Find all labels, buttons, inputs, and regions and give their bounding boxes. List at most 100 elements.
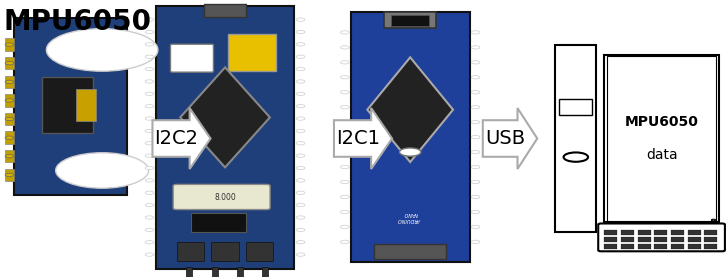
FancyBboxPatch shape xyxy=(5,132,14,144)
FancyBboxPatch shape xyxy=(245,242,274,261)
Circle shape xyxy=(296,179,305,182)
Circle shape xyxy=(296,92,305,96)
Circle shape xyxy=(145,253,154,256)
Circle shape xyxy=(340,120,349,124)
Circle shape xyxy=(296,228,305,232)
FancyBboxPatch shape xyxy=(688,237,701,242)
Circle shape xyxy=(340,135,349,139)
Circle shape xyxy=(145,92,154,96)
Circle shape xyxy=(340,61,349,64)
Circle shape xyxy=(471,165,480,169)
Circle shape xyxy=(296,104,305,108)
FancyBboxPatch shape xyxy=(621,237,634,242)
Circle shape xyxy=(5,80,14,83)
FancyBboxPatch shape xyxy=(190,213,245,232)
Text: MPU6050: MPU6050 xyxy=(624,115,698,129)
Circle shape xyxy=(340,91,349,94)
Text: I2C2: I2C2 xyxy=(154,129,198,148)
FancyBboxPatch shape xyxy=(262,267,268,277)
FancyBboxPatch shape xyxy=(671,244,684,249)
Circle shape xyxy=(5,61,14,65)
Circle shape xyxy=(296,117,305,120)
FancyBboxPatch shape xyxy=(704,244,717,249)
FancyBboxPatch shape xyxy=(604,230,617,235)
Circle shape xyxy=(145,154,154,157)
FancyBboxPatch shape xyxy=(211,242,239,261)
Circle shape xyxy=(296,154,305,157)
FancyBboxPatch shape xyxy=(654,244,667,249)
Circle shape xyxy=(471,150,480,154)
Circle shape xyxy=(296,18,305,21)
FancyBboxPatch shape xyxy=(598,224,725,251)
Circle shape xyxy=(471,135,480,139)
Text: data: data xyxy=(645,148,677,162)
Circle shape xyxy=(296,216,305,219)
Circle shape xyxy=(471,61,480,64)
Circle shape xyxy=(5,136,14,139)
Polygon shape xyxy=(367,57,453,162)
FancyBboxPatch shape xyxy=(704,237,717,242)
Circle shape xyxy=(471,120,480,124)
Circle shape xyxy=(5,155,14,158)
FancyBboxPatch shape xyxy=(621,244,634,249)
FancyBboxPatch shape xyxy=(237,267,242,277)
Circle shape xyxy=(340,46,349,49)
FancyBboxPatch shape xyxy=(637,244,650,249)
Circle shape xyxy=(46,29,158,71)
Circle shape xyxy=(399,148,421,156)
Circle shape xyxy=(145,166,154,170)
Circle shape xyxy=(5,173,14,176)
Circle shape xyxy=(471,46,480,49)
FancyBboxPatch shape xyxy=(654,230,667,235)
Circle shape xyxy=(471,240,480,243)
FancyBboxPatch shape xyxy=(604,237,617,242)
FancyBboxPatch shape xyxy=(604,55,719,222)
Circle shape xyxy=(145,30,154,34)
Circle shape xyxy=(563,152,588,162)
Circle shape xyxy=(340,225,349,229)
FancyBboxPatch shape xyxy=(5,76,14,88)
Circle shape xyxy=(296,55,305,58)
Circle shape xyxy=(5,99,14,102)
Text: USB: USB xyxy=(485,129,525,148)
FancyBboxPatch shape xyxy=(671,230,684,235)
Circle shape xyxy=(340,31,349,34)
FancyBboxPatch shape xyxy=(637,237,650,242)
FancyBboxPatch shape xyxy=(177,242,205,261)
Circle shape xyxy=(296,67,305,71)
FancyBboxPatch shape xyxy=(173,184,270,209)
FancyBboxPatch shape xyxy=(688,244,701,249)
FancyBboxPatch shape xyxy=(604,244,617,249)
FancyBboxPatch shape xyxy=(42,76,93,133)
FancyBboxPatch shape xyxy=(621,230,634,235)
FancyBboxPatch shape xyxy=(704,230,717,235)
Polygon shape xyxy=(152,108,211,169)
Circle shape xyxy=(296,142,305,145)
FancyBboxPatch shape xyxy=(608,56,716,221)
FancyBboxPatch shape xyxy=(5,39,14,51)
Circle shape xyxy=(340,76,349,79)
Circle shape xyxy=(145,228,154,232)
Circle shape xyxy=(296,204,305,207)
Circle shape xyxy=(5,117,14,121)
FancyBboxPatch shape xyxy=(671,237,684,242)
Circle shape xyxy=(340,210,349,214)
Circle shape xyxy=(145,179,154,182)
FancyBboxPatch shape xyxy=(212,267,218,277)
FancyBboxPatch shape xyxy=(351,12,470,262)
Circle shape xyxy=(296,166,305,170)
Circle shape xyxy=(711,219,716,221)
Circle shape xyxy=(471,91,480,94)
FancyBboxPatch shape xyxy=(5,113,14,125)
Circle shape xyxy=(340,240,349,243)
Circle shape xyxy=(471,31,480,34)
Circle shape xyxy=(145,55,154,58)
Polygon shape xyxy=(334,108,392,169)
Text: 8.000: 8.000 xyxy=(214,193,236,202)
Circle shape xyxy=(296,253,305,256)
Circle shape xyxy=(340,150,349,154)
Circle shape xyxy=(145,80,154,83)
Text: ARDUINO
NANO: ARDUINO NANO xyxy=(399,212,422,222)
Text: I2C1: I2C1 xyxy=(335,129,380,148)
Circle shape xyxy=(296,80,305,83)
